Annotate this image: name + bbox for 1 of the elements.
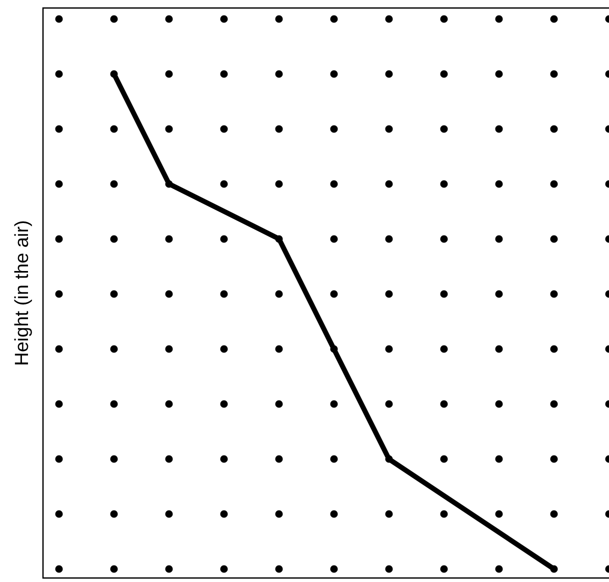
y-axis-title: Height (in the air) (12, 220, 33, 366)
